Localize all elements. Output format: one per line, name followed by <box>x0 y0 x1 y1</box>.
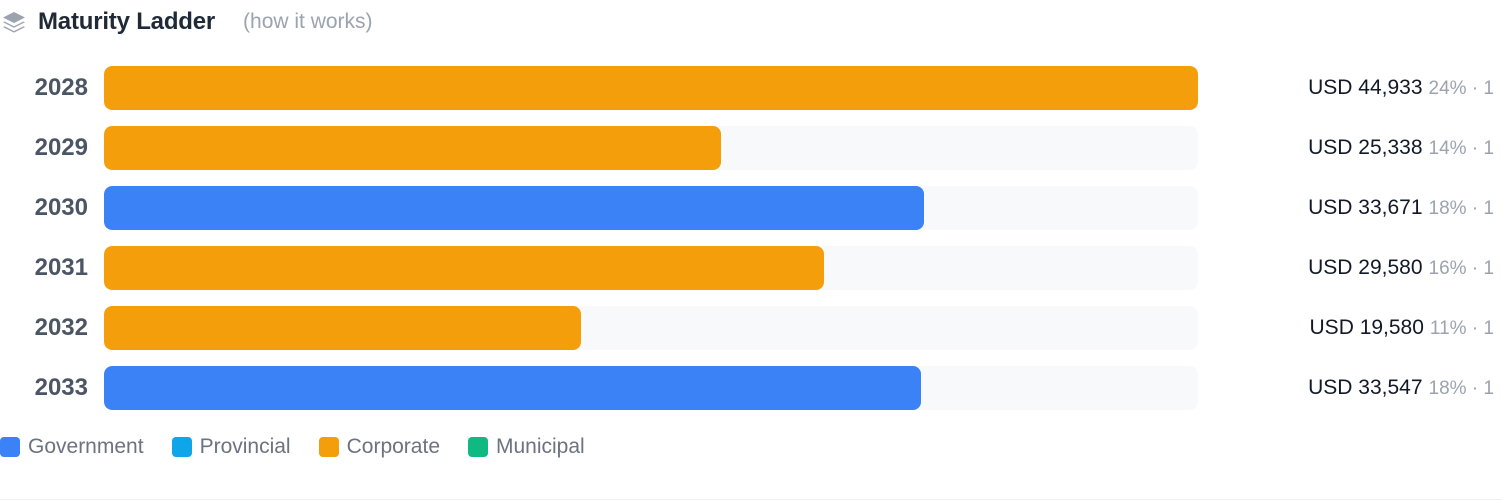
ladder-row: 2030 USD 33,671 18% · 1 <box>0 186 1502 230</box>
count-text: · 1 <box>1466 258 1494 279</box>
bar-track <box>104 366 1198 410</box>
bar-track <box>104 126 1198 170</box>
amount-text: USD 33,547 <box>1308 376 1423 399</box>
percent-text: 14% <box>1428 138 1467 159</box>
legend-swatch <box>171 437 192 457</box>
count-text: · 1 <box>1466 138 1494 159</box>
legend-item[interactable]: Government <box>0 435 144 459</box>
bar-track <box>104 186 1198 230</box>
legend-swatch <box>0 437 20 457</box>
legend-label: Municipal <box>496 435 585 458</box>
amount-text: USD 19,580 <box>1309 316 1424 339</box>
legend-swatch <box>318 437 339 457</box>
legend-label: Corporate <box>346 435 440 458</box>
bar[interactable] <box>104 246 824 290</box>
bar-value-label: USD 29,580 16% · 1 <box>1308 246 1494 290</box>
bar-value-label: USD 19,580 11% · 1 <box>1310 306 1494 350</box>
legend-label: Government <box>28 435 144 458</box>
ladder-row: 2031 USD 29,580 16% · 1 <box>0 246 1502 290</box>
percent-text: 16% <box>1428 258 1467 279</box>
legend-item[interactable]: Municipal <box>468 435 585 459</box>
amount-text: USD 25,338 <box>1308 136 1423 159</box>
count-text: · 1 <box>1466 318 1494 339</box>
layers-icon <box>3 12 25 33</box>
percent-text: 18% <box>1428 198 1467 219</box>
year-label: 2031 <box>34 254 88 281</box>
bar[interactable] <box>104 126 721 170</box>
percent-text: 11% <box>1429 318 1467 339</box>
count-text: · 1 <box>1466 198 1494 219</box>
amount-text: USD 29,580 <box>1308 256 1423 279</box>
legend-item[interactable]: Corporate <box>318 435 440 459</box>
bar-value-label: USD 33,547 18% · 1 <box>1308 366 1494 410</box>
bottom-divider <box>0 499 1502 500</box>
bar-value-label: USD 25,338 14% · 1 <box>1308 126 1494 170</box>
year-label: 2032 <box>34 314 88 341</box>
bar[interactable] <box>104 66 1198 110</box>
bar-track <box>104 66 1198 110</box>
ladder-row: 2032 USD 19,580 11% · 1 <box>0 306 1502 350</box>
bar[interactable] <box>104 186 924 230</box>
bar-track <box>104 246 1198 290</box>
bar-value-label: USD 44,933 24% · 1 <box>1308 66 1494 110</box>
count-text: · 1 <box>1466 378 1494 399</box>
year-label: 2029 <box>34 134 88 161</box>
maturity-ladder-chart: 2028 USD 44,933 24% · 1 2029 USD 25,338 14% ·… <box>0 66 1502 426</box>
bar[interactable] <box>104 306 581 350</box>
amount-text: USD 33,671 <box>1308 196 1423 219</box>
legend-label: Provincial <box>199 435 291 458</box>
percent-text: 24% <box>1428 78 1467 99</box>
legend-swatch <box>468 437 488 457</box>
count-text: · 1 <box>1466 78 1494 99</box>
amount-text: USD 44,933 <box>1308 76 1423 99</box>
percent-text: 18% <box>1428 378 1467 399</box>
chart-header: Maturity Ladder (how it works) <box>0 0 373 44</box>
bar[interactable] <box>104 366 921 410</box>
chart-legend: Government Provincial Corporate Municipal <box>0 432 613 462</box>
year-label: 2030 <box>34 194 88 221</box>
page-title: Maturity Ladder <box>38 8 216 35</box>
year-label: 2028 <box>34 74 88 101</box>
year-label: 2033 <box>34 374 88 401</box>
ladder-row: 2028 USD 44,933 24% · 1 <box>0 66 1502 110</box>
bar-track <box>104 306 1198 350</box>
ladder-row: 2033 USD 33,547 18% · 1 <box>0 366 1502 410</box>
ladder-row: 2029 USD 25,338 14% · 1 <box>0 126 1502 170</box>
bar-value-label: USD 33,671 18% · 1 <box>1308 186 1494 230</box>
legend-item[interactable]: Provincial <box>171 435 291 459</box>
how-it-works-link[interactable]: (how it works) <box>243 10 373 33</box>
